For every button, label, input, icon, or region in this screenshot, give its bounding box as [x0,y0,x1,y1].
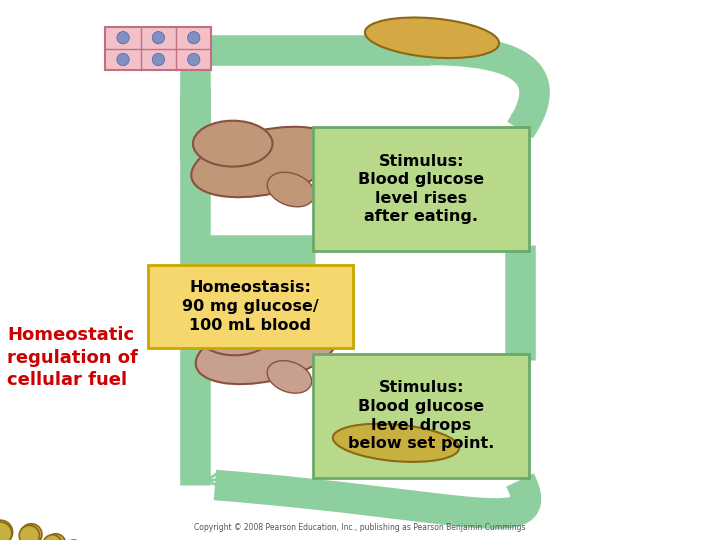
Circle shape [117,53,129,66]
Circle shape [43,535,62,540]
Ellipse shape [197,312,272,355]
Circle shape [117,31,129,44]
Circle shape [19,525,40,540]
Bar [148,265,353,348]
Text: Stimulus:
Blood glucose
level drops
below set point.: Stimulus: Blood glucose level drops belo… [348,380,495,451]
Circle shape [188,31,200,44]
Circle shape [0,520,12,540]
Circle shape [152,31,165,44]
Circle shape [20,524,42,540]
Bar [105,27,212,70]
Ellipse shape [333,424,459,462]
Ellipse shape [267,361,312,393]
Bar [313,127,529,251]
Circle shape [46,534,66,540]
Text: Stimulus:
Blood glucose
level rises
after eating.: Stimulus: Blood glucose level rises afte… [358,153,485,225]
Text: Homeostatic
regulation of
cellular fuel: Homeostatic regulation of cellular fuel [7,326,138,389]
Text: Homeostasis:
90 mg glucose/
100 mL blood: Homeostasis: 90 mg glucose/ 100 mL blood [182,280,318,333]
Ellipse shape [365,17,499,58]
Bar [313,354,529,478]
Ellipse shape [192,127,341,197]
Ellipse shape [196,318,337,384]
Text: Copyright © 2008 Pearson Education, Inc., publishing as Pearson Benjamin Cumming: Copyright © 2008 Pearson Education, Inc.… [194,523,526,532]
Ellipse shape [267,172,315,207]
Circle shape [152,53,165,66]
Circle shape [0,522,12,540]
Ellipse shape [193,120,272,166]
Circle shape [188,53,200,66]
